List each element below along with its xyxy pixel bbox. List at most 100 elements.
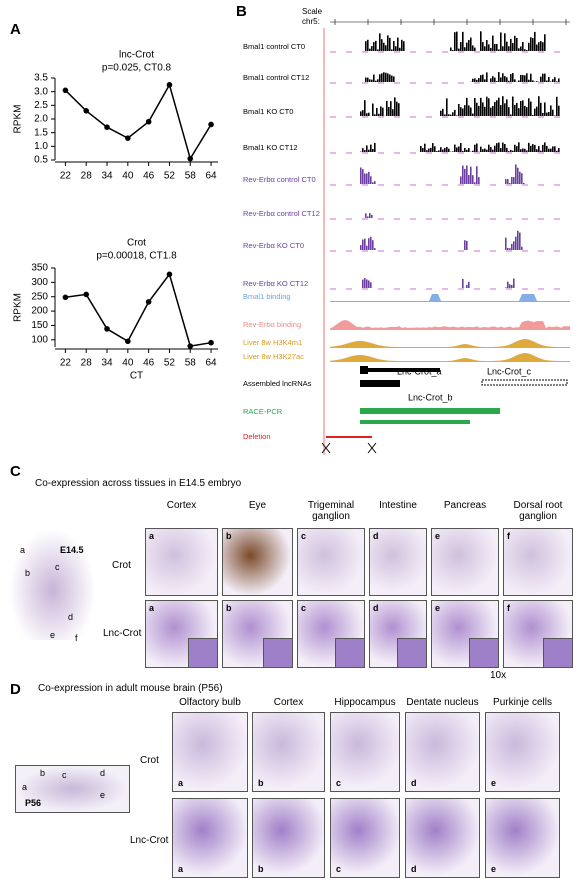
x-tick-label: 40 — [122, 171, 134, 182]
signal-bar — [367, 77, 369, 82]
section-title: Co-expression across tissues in E14.5 em… — [35, 478, 242, 489]
signal-bar — [476, 143, 478, 152]
signal-bar — [510, 114, 512, 116]
y-axis-label: RPKM — [13, 293, 24, 322]
signal-bar — [374, 114, 376, 116]
signal-bar — [382, 107, 384, 116]
panel-letter: C — [10, 463, 21, 480]
signal-bar — [508, 107, 510, 116]
signal-bar — [538, 146, 540, 152]
column-header: Cortex — [273, 697, 304, 708]
point — [208, 339, 214, 346]
signal-bar — [474, 78, 476, 82]
signal-bar — [370, 236, 372, 250]
signal-bar — [492, 76, 494, 82]
signal-bar — [516, 37, 518, 51]
signal-bar — [468, 39, 470, 51]
signal-bar — [365, 77, 367, 82]
signal-bar — [546, 145, 548, 152]
panel-letter: a — [149, 531, 155, 541]
tissue-image — [297, 600, 365, 668]
thumb-letter: c — [62, 770, 67, 780]
signal-bar — [372, 148, 374, 152]
signal-bar — [442, 108, 444, 116]
signal-bar — [556, 81, 558, 82]
point — [125, 135, 131, 141]
x-tick-label: 34 — [101, 171, 113, 182]
signal-bar — [372, 103, 374, 116]
signal-bar — [472, 78, 474, 82]
signal-bar — [544, 34, 546, 51]
signal-bar — [380, 106, 382, 116]
signal-bar — [536, 106, 538, 116]
signal-bar — [372, 240, 374, 250]
signal-bar — [462, 150, 464, 152]
signal-bar — [504, 33, 506, 51]
signal-bar — [462, 165, 464, 184]
signal-bar — [540, 102, 542, 116]
signal-bar — [530, 145, 532, 152]
panel-letter: D — [10, 681, 21, 698]
x-tick-label: 52 — [164, 358, 176, 369]
panel-letter: e — [491, 864, 497, 874]
signal-bar — [528, 142, 530, 152]
signal-bar — [514, 35, 516, 51]
signal-bar — [512, 73, 514, 82]
panel-letter: f — [507, 603, 510, 613]
signal-bar — [523, 182, 525, 184]
signal-bar — [507, 248, 509, 250]
signal-bar — [522, 41, 524, 51]
signal-area — [330, 353, 570, 362]
signal-bar — [502, 46, 504, 51]
point — [187, 155, 194, 162]
signal-bar — [468, 105, 470, 116]
point — [166, 271, 173, 278]
panel-letter: a — [149, 603, 155, 613]
signal-bar — [552, 79, 554, 82]
inset — [335, 638, 365, 668]
signal-bar — [502, 142, 504, 152]
signal-bar — [510, 149, 512, 152]
signal-bar — [476, 102, 478, 116]
x-tick-label: 64 — [206, 171, 218, 182]
signal-bar — [513, 278, 515, 288]
signal-bar — [492, 149, 494, 152]
signal-bar — [500, 32, 502, 51]
signal-bar — [480, 75, 482, 82]
panel-letter: c — [301, 531, 307, 541]
signal-bar — [488, 98, 490, 116]
signal-bar — [508, 80, 510, 82]
signal-bar — [387, 35, 389, 51]
inset — [543, 638, 573, 668]
y-tick-label: 3.0 — [34, 86, 48, 97]
tissue-image — [222, 528, 293, 596]
track-label: Rev-Erbα binding — [243, 320, 301, 329]
signal-bar — [360, 111, 362, 116]
line — [64, 82, 212, 161]
signal-bar — [530, 73, 532, 82]
signal-bar — [534, 144, 536, 152]
x-tick-label: 28 — [81, 358, 93, 369]
signal-bar — [454, 109, 456, 116]
point — [145, 118, 152, 125]
signal-bar — [367, 39, 369, 51]
signal-bar — [488, 144, 490, 152]
signal-bar — [470, 166, 472, 184]
tissue-image — [405, 798, 480, 878]
point — [187, 343, 194, 349]
signal-bar — [474, 98, 476, 116]
scissors — [321, 442, 331, 454]
row-label: Crot — [112, 560, 131, 571]
y-tick-label: 250 — [31, 291, 48, 302]
signal-bar — [362, 169, 364, 184]
tissue-image — [145, 528, 218, 596]
y-tick-label: 200 — [31, 306, 48, 317]
signal-bar — [381, 39, 383, 51]
signal-bar — [520, 46, 522, 51]
signal-bar — [452, 112, 454, 116]
signal-bar — [472, 45, 474, 51]
signal-bar — [528, 42, 530, 51]
signal-bar — [438, 150, 440, 152]
column-header: Eye — [248, 500, 267, 511]
signal-bar — [520, 100, 522, 116]
